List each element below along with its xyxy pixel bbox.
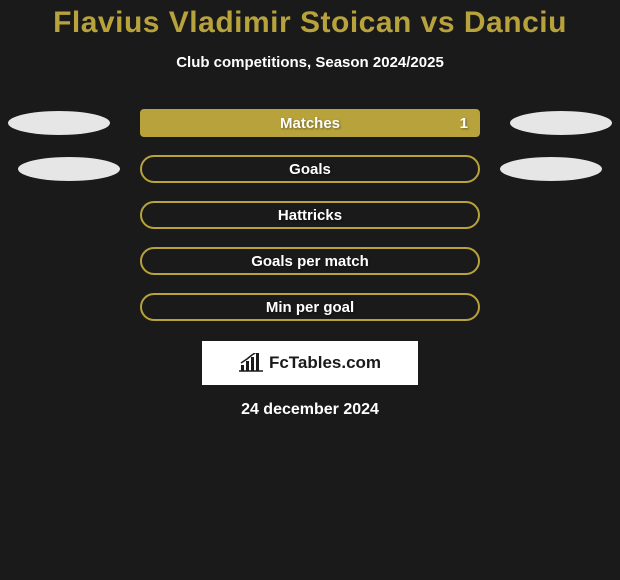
page-title: Flavius Vladimir Stoican vs Danciu xyxy=(53,6,567,40)
logo-box[interactable]: FcTables.com xyxy=(202,341,418,385)
stat-bar-mpg: Min per goal xyxy=(140,293,480,321)
ellipse-left xyxy=(18,157,120,181)
stat-value-right: 1 xyxy=(460,115,468,132)
chart-icon xyxy=(239,353,263,373)
stat-bar-hattricks: Hattricks xyxy=(140,201,480,229)
logo-text: FcTables.com xyxy=(269,353,381,373)
stat-bar-goals: Goals xyxy=(140,155,480,183)
stat-bar-gpm: Goals per match xyxy=(140,247,480,275)
stat-row-goals: Goals xyxy=(0,155,620,183)
date-label: 24 december 2024 xyxy=(241,401,379,419)
stat-row-mpg: Min per goal xyxy=(0,293,620,321)
ellipse-right xyxy=(500,157,602,181)
stat-bar-matches: Matches 1 xyxy=(140,109,480,137)
comparison-widget: Flavius Vladimir Stoican vs Danciu Club … xyxy=(0,0,620,419)
stat-row-hattricks: Hattricks xyxy=(0,201,620,229)
stat-row-matches: Matches 1 xyxy=(0,109,620,137)
stats-area: Matches 1 Goals Hattricks Goals per matc… xyxy=(0,109,620,321)
ellipse-right xyxy=(510,111,612,135)
ellipse-left xyxy=(8,111,110,135)
stat-label: Goals per match xyxy=(251,253,369,270)
stat-label: Min per goal xyxy=(266,299,354,316)
stat-label: Goals xyxy=(289,161,331,178)
subtitle: Club competitions, Season 2024/2025 xyxy=(176,54,444,71)
stat-label: Matches xyxy=(280,115,340,132)
stat-row-gpm: Goals per match xyxy=(0,247,620,275)
stat-label: Hattricks xyxy=(278,207,342,224)
